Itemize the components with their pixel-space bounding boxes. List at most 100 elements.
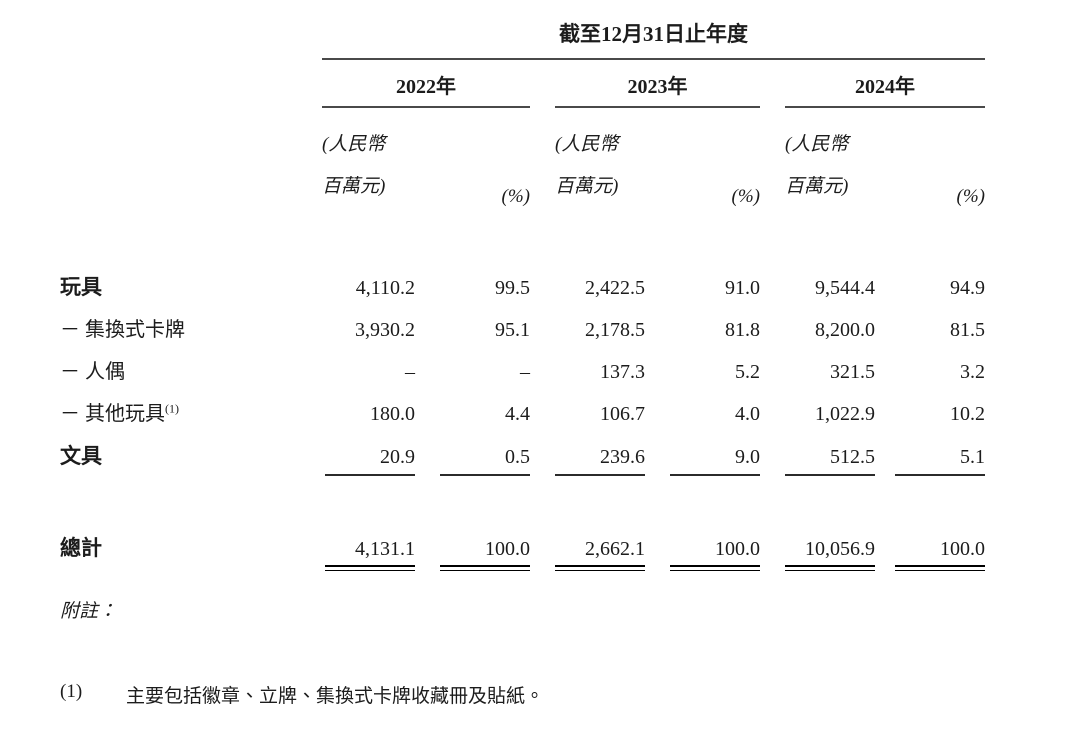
value-cell: 512.5 xyxy=(785,435,875,476)
currency-line1: (人民幣 xyxy=(785,134,849,155)
unit-header-currency: (人民幣百萬元) xyxy=(785,107,875,212)
amount-2022: 180.0 xyxy=(370,403,415,425)
notes-section: 附註： (1) 主要包括徽章、立牌、集換式卡牌收藏冊及貼紙。 xyxy=(60,596,985,708)
empty-cell xyxy=(60,59,322,107)
empty-cell xyxy=(60,107,322,212)
percent-2022: – xyxy=(520,361,530,383)
table-row-figures: － 人偶 – – 137.3 5.2 321.5 3.2 xyxy=(60,351,985,393)
currency-line1: (人民幣 xyxy=(555,134,619,155)
spacer-row xyxy=(60,212,985,266)
revenue-breakdown-table: 截至12月31日止年度 2022年 2023年 2024年 (人民幣 百萬元) (… xyxy=(60,18,985,571)
year-header-2022: 2022年 xyxy=(322,59,530,108)
gap-cell xyxy=(760,435,785,476)
amount-2024: 1,022.9 xyxy=(815,403,875,425)
gap-cell xyxy=(760,522,785,571)
total-amount-2022: 4,131.1 xyxy=(325,539,415,571)
notes-heading: 附註： xyxy=(60,601,118,622)
value-cell: 321.5 xyxy=(785,351,875,393)
gap-cell xyxy=(530,309,555,351)
amount-2022: 3,930.2 xyxy=(355,319,415,341)
gap-cell xyxy=(760,107,785,212)
value-cell: 8,200.0 xyxy=(785,309,875,351)
table-title: 截至12月31日止年度 xyxy=(322,18,985,60)
row-label: － 人偶 xyxy=(60,361,125,383)
percent-2022: 99.5 xyxy=(495,277,530,299)
total-cell: 10,056.9 xyxy=(785,522,875,571)
total-cell: 100.0 xyxy=(875,522,985,571)
percent-2023: 91.0 xyxy=(725,277,760,299)
gap-cell xyxy=(530,522,555,571)
table-row-other-toys: － 其他玩具(1) 180.0 4.4 106.7 4.0 1,022.9 10… xyxy=(60,393,985,435)
amount-2023: 2,178.5 xyxy=(585,319,645,341)
amount-2023: 2,422.5 xyxy=(585,277,645,299)
currency-line2: 百萬元) xyxy=(785,175,849,197)
value-cell: 137.3 xyxy=(555,351,645,393)
percent-2022: 95.1 xyxy=(495,319,530,341)
footnote-text: 主要包括徽章、立牌、集換式卡牌收藏冊及貼紙。 xyxy=(126,686,545,707)
value-cell: 5.2 xyxy=(645,351,760,393)
percent-2023: 9.0 xyxy=(670,447,760,476)
empty-cell xyxy=(60,18,322,59)
table-row-total: 總計 4,131.1 100.0 2,662.1 100.0 10,056.9 … xyxy=(60,522,985,571)
row-label: 文具 xyxy=(60,445,102,468)
spacer xyxy=(60,212,985,266)
gap-cell xyxy=(530,266,555,309)
value-cell: 99.5 xyxy=(415,266,530,309)
footnote-item: (1) 主要包括徽章、立牌、集換式卡牌收藏冊及貼紙。 xyxy=(60,681,985,708)
amount-2023: 106.7 xyxy=(600,403,645,425)
table-row-toys: 玩具 4,110.2 99.5 2,422.5 91.0 9,544.4 94.… xyxy=(60,266,985,309)
total-percent-2022: 100.0 xyxy=(440,539,530,571)
amount-2022: 4,110.2 xyxy=(355,277,415,299)
total-cell: 100.0 xyxy=(645,522,760,571)
gap-cell xyxy=(530,393,555,435)
amount-2024: 8,200.0 xyxy=(815,319,875,341)
amount-2023: 239.6 xyxy=(555,447,645,476)
value-cell: 5.1 xyxy=(875,435,985,476)
value-cell: 1,022.9 xyxy=(785,393,875,435)
table-row-trading-cards: － 集換式卡牌 3,930.2 95.1 2,178.5 81.8 8,200.… xyxy=(60,309,985,351)
table-title-row: 截至12月31日止年度 xyxy=(60,18,985,60)
gap-cell xyxy=(530,435,555,476)
unit-header-currency: (人民幣 百萬元) xyxy=(322,107,415,212)
percent-2023: 4.0 xyxy=(735,403,760,425)
total-percent-2023: 100.0 xyxy=(670,539,760,571)
unit-header-percent: (%) xyxy=(731,186,760,207)
gap-cell xyxy=(760,351,785,393)
value-cell: 0.5 xyxy=(415,435,530,476)
value-cell: 81.5 xyxy=(875,309,985,351)
value-cell: 3.2 xyxy=(875,351,985,393)
value-cell: 94.9 xyxy=(875,266,985,309)
row-label-text: － 其他玩具 xyxy=(60,403,165,425)
gap-cell xyxy=(760,266,785,309)
percent-2024: 10.2 xyxy=(950,403,985,425)
total-amount-2023: 2,662.1 xyxy=(555,539,645,571)
value-cell: – xyxy=(322,351,415,393)
footnote-marker: (1) xyxy=(60,681,83,702)
value-cell: 2,422.5 xyxy=(555,266,645,309)
amount-2022: – xyxy=(405,361,415,383)
amount-2024: 512.5 xyxy=(785,447,875,476)
unit-header-currency: (人民幣百萬元) xyxy=(555,107,645,212)
unit-header-percent: (%) xyxy=(956,186,985,207)
value-cell: 4.0 xyxy=(645,393,760,435)
spacer xyxy=(60,476,985,522)
value-cell: 106.7 xyxy=(555,393,645,435)
value-cell: 180.0 xyxy=(322,393,415,435)
total-cell: 4,131.1 xyxy=(322,522,415,571)
value-cell: 239.6 xyxy=(555,435,645,476)
value-cell: 4.4 xyxy=(415,393,530,435)
gap-cell xyxy=(760,393,785,435)
gap-cell xyxy=(530,351,555,393)
unit-header-percent: (%) xyxy=(501,186,530,207)
value-cell: – xyxy=(415,351,530,393)
value-cell: 4,110.2 xyxy=(322,266,415,309)
currency-line2: 百萬元) xyxy=(555,175,619,197)
percent-2022: 4.4 xyxy=(505,403,530,425)
percent-2024: 3.2 xyxy=(960,361,985,383)
gap-cell xyxy=(530,59,555,107)
row-label: － 其他玩具(1) xyxy=(60,393,322,435)
value-cell: 9,544.4 xyxy=(785,266,875,309)
gap-cell xyxy=(760,59,785,107)
total-cell: 2,662.1 xyxy=(555,522,645,571)
percent-2024: 5.1 xyxy=(895,447,985,476)
